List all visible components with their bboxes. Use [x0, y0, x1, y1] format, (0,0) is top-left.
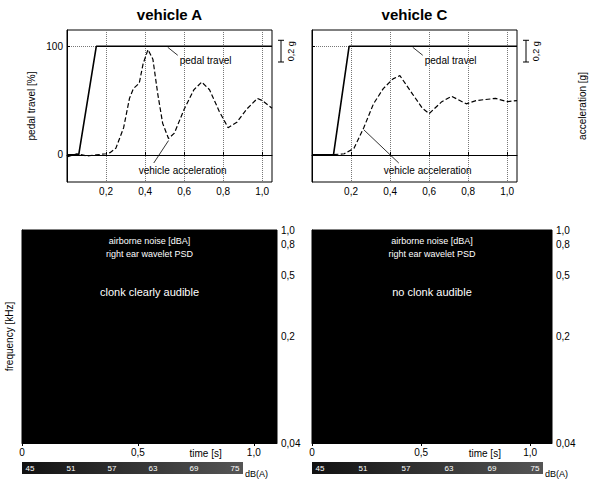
svg-text:100: 100	[46, 41, 63, 52]
svg-text:0,2: 0,2	[99, 186, 113, 197]
svg-text:45: 45	[26, 464, 35, 473]
svg-text:1,0: 1,0	[247, 447, 261, 458]
svg-text:dB(A): dB(A)	[245, 469, 268, 479]
svg-text:time [s]: time [s]	[469, 448, 501, 459]
svg-text:1,0: 1,0	[281, 225, 295, 236]
svg-text:0,2: 0,2	[556, 331, 570, 342]
svg-text:airborne noise [dBA]: airborne noise [dBA]	[109, 236, 191, 246]
svg-text:45: 45	[316, 464, 325, 473]
svg-text:0,2: 0,2	[344, 186, 358, 197]
svg-text:dB(A): dB(A)	[545, 469, 568, 479]
svg-text:0,2 g: 0,2 g	[531, 41, 541, 61]
svg-text:no clonk audible: no clonk audible	[392, 286, 472, 298]
svg-text:right ear wavelet PSD: right ear wavelet PSD	[388, 249, 476, 259]
svg-text:0,5: 0,5	[131, 447, 145, 458]
svg-text:0,5: 0,5	[281, 270, 295, 281]
svg-text:0: 0	[19, 447, 25, 458]
svg-text:0,5: 0,5	[414, 447, 428, 458]
svg-text:0,2: 0,2	[281, 331, 295, 342]
svg-text:pedal travel: pedal travel	[180, 55, 232, 66]
svg-text:acceleration [g]: acceleration [g]	[577, 72, 588, 140]
svg-text:0,4: 0,4	[383, 186, 397, 197]
svg-text:0,04: 0,04	[281, 438, 301, 449]
svg-text:1,0: 1,0	[500, 186, 514, 197]
svg-text:pedal travel: pedal travel	[425, 55, 477, 66]
svg-text:1,0: 1,0	[255, 186, 269, 197]
svg-text:69: 69	[190, 464, 199, 473]
svg-text:0,8: 0,8	[556, 239, 570, 250]
svg-text:frequency [kHz]: frequency [kHz]	[4, 302, 15, 372]
svg-text:0: 0	[309, 447, 315, 458]
svg-text:63: 63	[445, 464, 454, 473]
svg-text:vehicle A: vehicle A	[137, 6, 202, 23]
svg-text:75: 75	[231, 464, 240, 473]
svg-text:69: 69	[488, 464, 497, 473]
svg-text:airborne noise [dBA]: airborne noise [dBA]	[391, 236, 473, 246]
svg-text:1,0: 1,0	[556, 225, 570, 236]
svg-text:vehicle C: vehicle C	[382, 6, 448, 23]
svg-text:1,0: 1,0	[523, 447, 537, 458]
svg-text:vehicle acceleration: vehicle acceleration	[384, 165, 472, 176]
svg-text:0,8: 0,8	[461, 186, 475, 197]
svg-text:0,6: 0,6	[177, 186, 191, 197]
svg-text:pedal travel [%]: pedal travel [%]	[26, 71, 37, 140]
svg-text:0,2 g: 0,2 g	[286, 41, 296, 61]
svg-text:0,8: 0,8	[216, 186, 230, 197]
svg-text:0,6: 0,6	[422, 186, 436, 197]
svg-text:0,04: 0,04	[556, 438, 576, 449]
svg-text:57: 57	[402, 464, 411, 473]
svg-text:63: 63	[149, 464, 158, 473]
svg-text:0,8: 0,8	[281, 239, 295, 250]
svg-text:clonk clearly audible: clonk clearly audible	[100, 286, 199, 298]
svg-text:right ear wavelet PSD: right ear wavelet PSD	[106, 249, 194, 259]
svg-text:57: 57	[108, 464, 117, 473]
svg-text:0,4: 0,4	[138, 186, 152, 197]
svg-text:time [s]: time [s]	[189, 448, 221, 459]
svg-text:51: 51	[359, 464, 368, 473]
svg-text:0: 0	[57, 149, 63, 160]
svg-text:vehicle acceleration: vehicle acceleration	[139, 165, 227, 176]
svg-text:51: 51	[67, 464, 76, 473]
svg-text:75: 75	[531, 464, 540, 473]
svg-text:0,5: 0,5	[556, 270, 570, 281]
